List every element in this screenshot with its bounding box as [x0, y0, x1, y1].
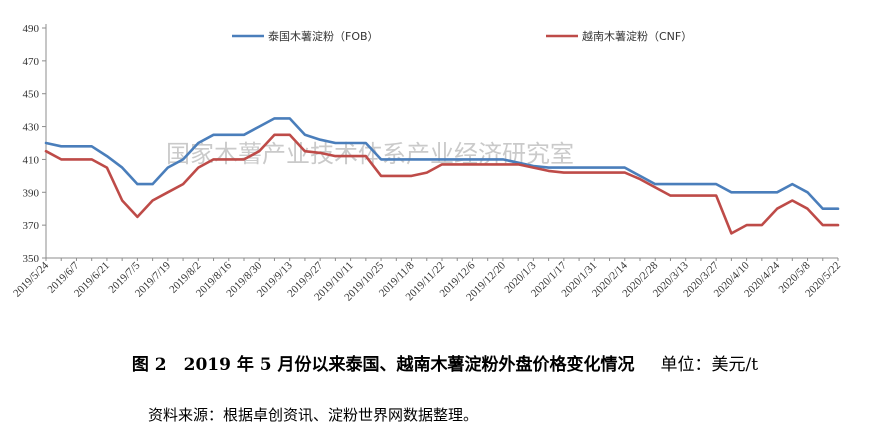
y-axis-ticks: 350 370 390 410 430 450 470 490 — [23, 23, 46, 265]
y-tick-label: 370 — [23, 220, 40, 232]
legend: 泰国木薯淀粉（FOB） 越南木薯淀粉（CNF） — [232, 29, 692, 43]
series-lines — [44, 117, 840, 235]
y-tick-label: 430 — [23, 122, 40, 134]
y-tick-label: 450 — [23, 89, 40, 101]
source-note: 资料来源：根据卓创资讯、淀粉世界网数据整理。 — [148, 406, 479, 424]
y-tick-label: 410 — [23, 154, 40, 166]
series-line — [44, 117, 840, 210]
legend-entry: 泰国木薯淀粉（FOB） — [268, 29, 379, 43]
figure-caption: 图 2 2019 年 5 月份以来泰国、越南木薯淀粉外盘价格变化情况 单位：美元/… — [0, 350, 890, 375]
y-tick-label: 390 — [23, 187, 40, 199]
y-tick-label: 470 — [23, 56, 40, 68]
x-tick-label: 2019/5/24 — [11, 259, 51, 299]
x-axis-ticks: 2019/5/242019/6/72019/6/212019/7/52019/7… — [11, 258, 843, 304]
figure-label: 图 2 2019 年 5 月份以来泰国、越南木薯淀粉外盘价格变化情况 — [131, 355, 635, 375]
legend-entry: 越南木薯淀粉（CNF） — [582, 29, 692, 43]
y-tick-label: 350 — [23, 253, 40, 265]
series-line — [44, 133, 840, 235]
y-tick-label: 490 — [23, 23, 40, 35]
price-line-chart: 350 370 390 410 430 450 470 490 2019/5/242019/6… — [11, 23, 843, 304]
unit-label: 单位：美元/t — [660, 355, 759, 375]
